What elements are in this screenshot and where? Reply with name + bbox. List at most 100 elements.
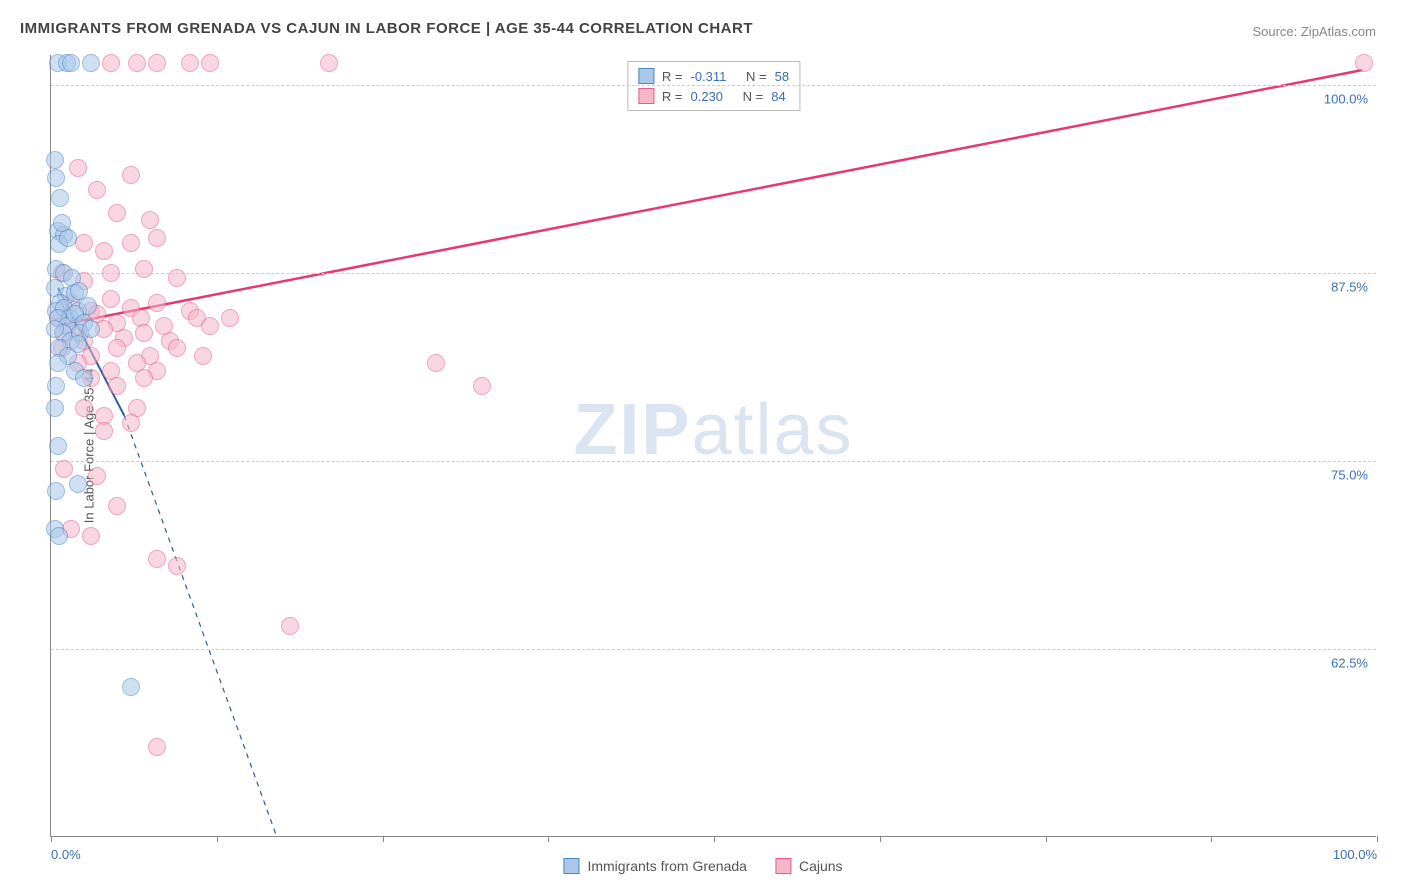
stats-row-cajuns: R = 0.230 N = 84 [638, 86, 789, 106]
scatter-point-grenada [49, 437, 67, 455]
scatter-point-cajuns [82, 527, 100, 545]
scatter-point-grenada [69, 475, 87, 493]
scatter-point-cajuns [55, 460, 73, 478]
scatter-point-cajuns [108, 377, 126, 395]
legend-label-grenada: Immigrants from Grenada [587, 858, 747, 874]
scatter-point-grenada [82, 320, 100, 338]
source-attribution: Source: ZipAtlas.com [1252, 24, 1376, 39]
scatter-point-cajuns [75, 234, 93, 252]
n-label: N = [746, 69, 767, 84]
scatter-point-cajuns [108, 339, 126, 357]
ytick-label: 100.0% [1324, 92, 1368, 107]
chart-title: IMMIGRANTS FROM GRENADA VS CAJUN IN LABO… [20, 20, 753, 37]
swatch-grenada [563, 858, 579, 874]
scatter-point-cajuns [281, 617, 299, 635]
xtick [880, 836, 881, 842]
scatter-point-cajuns [148, 229, 166, 247]
xtick [217, 836, 218, 842]
trend-line-extension-grenada [124, 415, 276, 836]
scatter-point-cajuns [201, 54, 219, 72]
ytick-label: 87.5% [1331, 280, 1368, 295]
stats-row-grenada: R = -0.311 N = 58 [638, 66, 789, 86]
scatter-point-cajuns [102, 54, 120, 72]
watermark-rest: atlas [691, 390, 853, 470]
swatch-grenada [638, 68, 654, 84]
n-value-grenada: 58 [775, 69, 789, 84]
source-link[interactable]: ZipAtlas.com [1301, 24, 1376, 39]
scatter-point-cajuns [135, 260, 153, 278]
scatter-point-cajuns [168, 269, 186, 287]
legend-label-cajuns: Cajuns [799, 858, 843, 874]
scatter-point-grenada [46, 399, 64, 417]
legend-item-grenada: Immigrants from Grenada [563, 858, 747, 874]
scatter-point-cajuns [427, 354, 445, 372]
scatter-point-cajuns [473, 377, 491, 395]
scatter-point-grenada [69, 335, 87, 353]
gridline [51, 85, 1376, 86]
scatter-point-cajuns [102, 264, 120, 282]
legend-item-cajuns: Cajuns [775, 858, 843, 874]
xtick [51, 836, 52, 842]
source-prefix: Source: [1252, 24, 1300, 39]
scatter-point-grenada [47, 482, 65, 500]
scatter-point-cajuns [95, 242, 113, 260]
watermark-bold: ZIP [573, 390, 691, 470]
r-label: R = [662, 69, 683, 84]
ytick-label: 62.5% [1331, 656, 1368, 671]
scatter-point-cajuns [88, 467, 106, 485]
scatter-point-cajuns [181, 54, 199, 72]
scatter-point-cajuns [148, 54, 166, 72]
scatter-point-cajuns [122, 234, 140, 252]
gridline [51, 649, 1376, 650]
scatter-point-cajuns [122, 166, 140, 184]
xtick [383, 836, 384, 842]
watermark: ZIPatlas [573, 389, 853, 471]
scatter-point-cajuns [95, 422, 113, 440]
scatter-point-cajuns [69, 159, 87, 177]
scatter-point-grenada [46, 151, 64, 169]
scatter-point-cajuns [141, 211, 159, 229]
gridline [51, 273, 1376, 274]
scatter-point-grenada [53, 214, 71, 232]
scatter-point-cajuns [320, 54, 338, 72]
scatter-point-cajuns [135, 324, 153, 342]
scatter-point-cajuns [88, 181, 106, 199]
xtick-label: 0.0% [51, 847, 81, 862]
swatch-cajuns [638, 88, 654, 104]
scatter-point-cajuns [102, 290, 120, 308]
plot-area: ZIPatlas R = -0.311 N = 58 R = 0.230 N =… [50, 55, 1376, 837]
scatter-point-cajuns [75, 399, 93, 417]
r-value-grenada: -0.311 [691, 69, 727, 84]
r-value-cajuns: 0.230 [691, 89, 724, 104]
scatter-point-cajuns [148, 294, 166, 312]
series-legend: Immigrants from Grenada Cajuns [563, 858, 842, 874]
scatter-point-grenada [51, 189, 69, 207]
scatter-point-cajuns [201, 317, 219, 335]
scatter-point-cajuns [108, 497, 126, 515]
scatter-point-cajuns [168, 339, 186, 357]
xtick [1377, 836, 1378, 842]
xtick [1211, 836, 1212, 842]
scatter-point-cajuns [194, 347, 212, 365]
scatter-point-grenada [49, 354, 67, 372]
scatter-point-cajuns [168, 557, 186, 575]
scatter-point-cajuns [108, 204, 126, 222]
scatter-point-grenada [50, 527, 68, 545]
n-label: N = [743, 89, 764, 104]
correlation-chart: IMMIGRANTS FROM GRENADA VS CAJUN IN LABO… [0, 0, 1406, 892]
scatter-point-grenada [47, 377, 65, 395]
r-label: R = [662, 89, 683, 104]
xtick [1046, 836, 1047, 842]
scatter-point-grenada [47, 169, 65, 187]
n-value-cajuns: 84 [771, 89, 785, 104]
scatter-point-cajuns [122, 414, 140, 432]
trend-lines-layer [51, 55, 1376, 836]
scatter-point-cajuns [148, 738, 166, 756]
scatter-point-grenada [62, 54, 80, 72]
scatter-point-grenada [122, 678, 140, 696]
scatter-point-cajuns [221, 309, 239, 327]
ytick-label: 75.0% [1331, 468, 1368, 483]
scatter-point-grenada [46, 320, 64, 338]
gridline [51, 461, 1376, 462]
scatter-point-grenada [75, 369, 93, 387]
